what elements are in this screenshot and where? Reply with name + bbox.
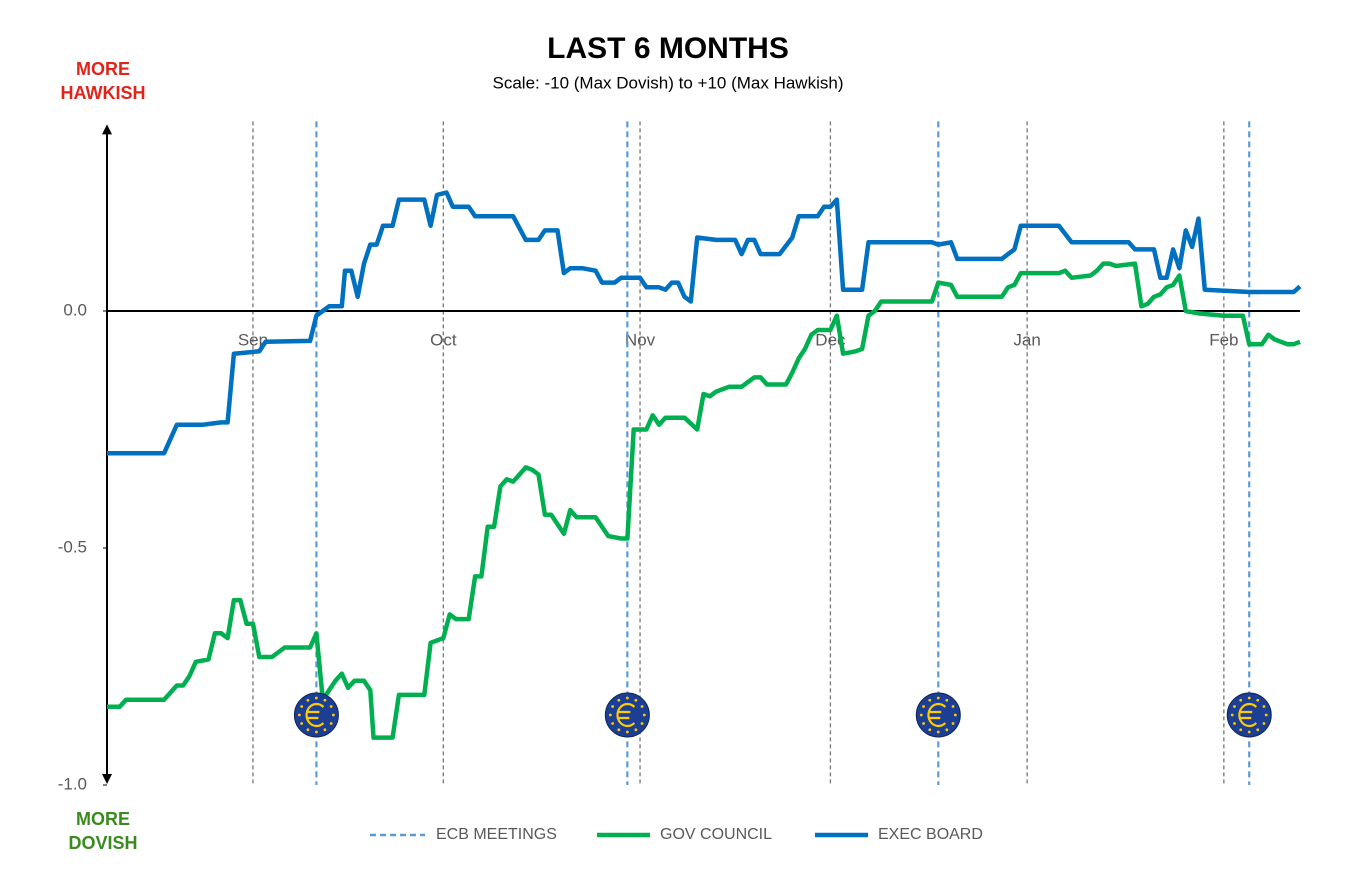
x-tick-label: Jan (1013, 330, 1040, 349)
ecb-icon-star (617, 698, 621, 702)
ecb-icon-star (928, 698, 932, 702)
ecb-icon-star (1239, 728, 1243, 732)
ecb-icon-star (625, 730, 629, 734)
ecb-icon-star (1239, 698, 1243, 702)
ecb-icon-star (300, 722, 304, 725)
ecb-icon-star (1256, 698, 1260, 702)
ecb-icon-star (611, 722, 615, 725)
ecb-icon-star (617, 728, 621, 732)
ecb-icon-star (922, 722, 925, 725)
ecb-icon-star (608, 713, 612, 717)
ecb-icon-star (951, 722, 955, 725)
ecb-icon-star (1233, 705, 1236, 708)
ecb-icon-star (1262, 722, 1266, 725)
ecb-icon-disc (293, 692, 339, 738)
x-tick-label: Sep (238, 330, 268, 349)
ecb-icon-star (329, 722, 333, 725)
ecb-icon (915, 692, 961, 738)
ecb-icon-star (306, 728, 310, 732)
ecb-icon-star (1247, 730, 1251, 734)
ecb-icon-star (634, 698, 638, 702)
ecb-icon-star (1247, 696, 1251, 700)
ecb-icon-star (953, 713, 957, 717)
ecb-icon-euro (927, 702, 947, 728)
ecb-icon-star (945, 728, 949, 732)
ecb-icon-star (936, 696, 940, 700)
y-tick-label: -0.5 (58, 537, 87, 556)
ecb-icon-star (1233, 722, 1236, 725)
y-tick-label: -1.0 (58, 774, 87, 793)
x-tick-label: Oct (430, 330, 457, 349)
x-tick-label: Nov (625, 330, 656, 349)
ecb-icon-euro (616, 702, 636, 728)
ecb-icon-star (640, 705, 644, 708)
ecb-icon-star (323, 698, 327, 702)
ecb-icon-star (945, 698, 949, 702)
ecb-icon-euro (1238, 702, 1258, 728)
ecb-icon-star (936, 730, 940, 734)
ecb-icon-euro (305, 702, 325, 728)
ecb-icon-star (625, 696, 629, 700)
ecb-icon-disc (915, 692, 961, 738)
ecb-icon-star (306, 698, 310, 702)
ecb-icon-star (634, 728, 638, 732)
series-line (107, 190, 1302, 456)
ecb-icon-star (642, 713, 646, 717)
series-line (107, 261, 1301, 740)
legend-label: GOV COUNCIL (660, 826, 772, 843)
ecb-icon-disc (604, 692, 650, 738)
ecb-icon-star (1256, 728, 1260, 732)
chart-subtitle: Scale: -10 (Max Dovish) to +10 (Max Hawk… (493, 73, 844, 92)
chart-title: LAST 6 MONTHS (547, 32, 789, 65)
ecb-icon-star (1262, 705, 1266, 708)
ecb-icon-star (300, 705, 304, 708)
legend-label: ECB MEETINGS (436, 826, 557, 843)
ecb-icon-star (928, 728, 932, 732)
ecb-icon-star (951, 705, 955, 708)
x-tick-label: Feb (1209, 330, 1238, 349)
ecb-icon-star (332, 713, 335, 717)
ecb-icon-star (315, 696, 318, 700)
ecb-icon (1226, 692, 1272, 738)
annotation: MORE (76, 809, 130, 829)
ecb-icon-disc (1226, 692, 1272, 738)
ecb-icon (293, 692, 339, 738)
annotation: HAWKISH (61, 83, 146, 103)
legend-label: EXEC BOARD (878, 826, 983, 843)
y-tick-label: 0.0 (63, 300, 87, 319)
ecb-icon-star (323, 728, 327, 732)
ecb-icon-star (315, 730, 318, 734)
ecb-icon-star (1230, 713, 1234, 717)
annotation: DOVISH (68, 833, 137, 853)
ecb-icon-star (298, 713, 301, 717)
annotation: MORE (76, 59, 130, 79)
ecb-icon-star (919, 713, 923, 717)
ecb-icon-star (1264, 713, 1268, 717)
ecb-icon-star (640, 722, 644, 725)
ecb-icon-star (611, 705, 615, 708)
ecb-icon (604, 692, 650, 738)
ecb-icon-star (922, 705, 925, 708)
ecb-icon-star (329, 705, 333, 708)
